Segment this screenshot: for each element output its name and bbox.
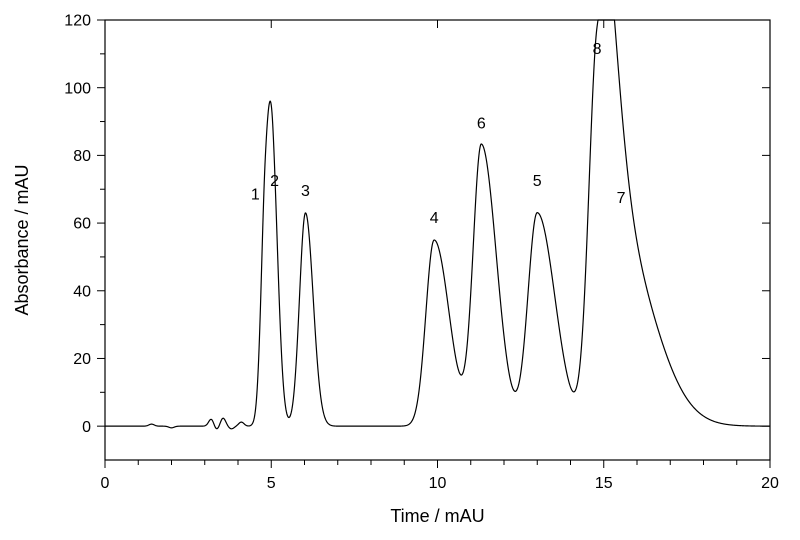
x-tick-label: 15 bbox=[595, 475, 613, 492]
chart-svg: 05101520020406080100120Time / mAUAbsorba… bbox=[0, 0, 800, 540]
y-tick-label: 40 bbox=[73, 283, 91, 300]
peak-label-5: 5 bbox=[533, 173, 542, 190]
chromatogram-chart: 05101520020406080100120Time / mAUAbsorba… bbox=[0, 0, 800, 540]
y-tick-label: 60 bbox=[73, 216, 91, 233]
y-tick-label: 120 bbox=[64, 13, 91, 30]
y-tick-label: 0 bbox=[82, 419, 91, 436]
x-tick-label: 20 bbox=[761, 475, 779, 492]
x-axis-title: Time / mAU bbox=[390, 506, 484, 526]
peak-label-6: 6 bbox=[477, 115, 486, 132]
peak-label-2: 2 bbox=[270, 173, 279, 190]
peak-label-3: 3 bbox=[301, 183, 310, 200]
peak-label-8: 8 bbox=[593, 41, 602, 58]
peak-label-7: 7 bbox=[617, 190, 626, 207]
x-tick-label: 5 bbox=[267, 475, 276, 492]
y-tick-label: 100 bbox=[64, 80, 91, 97]
x-tick-label: 10 bbox=[429, 475, 447, 492]
plot-frame bbox=[105, 20, 770, 460]
x-tick-label: 0 bbox=[101, 475, 110, 492]
peak-label-1: 1 bbox=[251, 186, 260, 203]
y-tick-label: 80 bbox=[73, 148, 91, 165]
y-tick-label: 20 bbox=[73, 351, 91, 368]
peak-label-4: 4 bbox=[430, 210, 439, 227]
y-axis-title: Absorbance / mAU bbox=[12, 164, 32, 315]
